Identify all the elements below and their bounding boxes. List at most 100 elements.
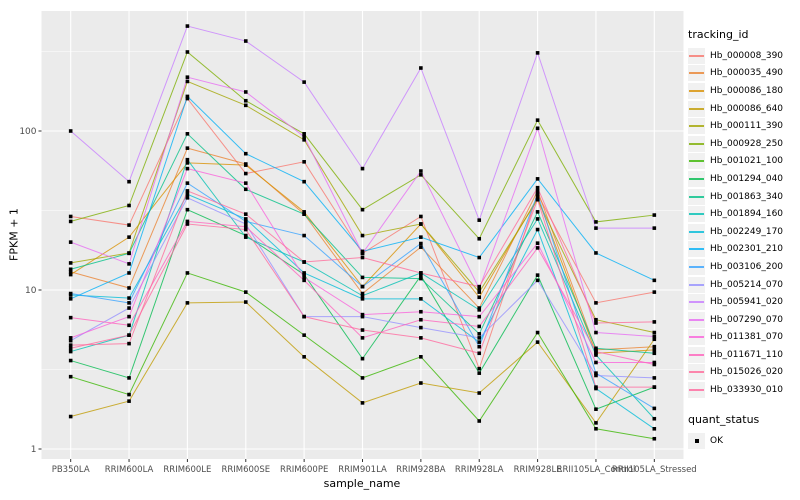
- data-point: [68, 346, 73, 351]
- x-axis: PB350LA RRIM600LA RRIM600LE RRIM600SE RRIM60…: [52, 459, 697, 475]
- data-point: [243, 151, 248, 156]
- data-point: [652, 406, 657, 411]
- data-point: [185, 189, 190, 193]
- data-point: [419, 297, 423, 301]
- data-point: [594, 226, 598, 230]
- data-point: [477, 419, 482, 423]
- data-point: [302, 179, 306, 184]
- legend-item-label: Hb_007290_070: [710, 314, 784, 325]
- data-point: [594, 407, 598, 411]
- data-point: [535, 246, 540, 250]
- data-point: [477, 351, 482, 356]
- data-point: [594, 360, 598, 365]
- data-point: [127, 333, 131, 337]
- legend-key: [688, 118, 705, 135]
- x-tick-label: RRIM928LE: [514, 465, 562, 475]
- legend-line-swatch: [689, 89, 704, 92]
- data-point: [477, 308, 482, 312]
- data-point: [127, 392, 131, 397]
- data-point: [185, 192, 190, 197]
- x-tick-label: PB350LA: [52, 465, 90, 475]
- data-point: [652, 337, 657, 342]
- data-point: [68, 219, 73, 224]
- legend-line-swatch: [689, 125, 704, 128]
- data-point: [535, 241, 540, 245]
- legend-key: [688, 100, 705, 117]
- data-point: [594, 349, 598, 354]
- data-point: [360, 293, 365, 298]
- data-point: [360, 401, 365, 405]
- legend-item: OK: [688, 432, 798, 450]
- data-point: [302, 160, 306, 164]
- legend-item-label: Hb_001021_100: [710, 156, 784, 167]
- legend-item: Hb_002249_170: [688, 223, 798, 241]
- data-point: [419, 214, 423, 219]
- data-point: [652, 330, 657, 335]
- legend-line-swatch: [689, 265, 704, 268]
- data-point: [477, 306, 482, 310]
- data-point: [594, 317, 598, 322]
- y-tick-label: 100: [19, 127, 36, 137]
- legend-item-label: Hb_000928_250: [710, 138, 784, 149]
- data-point: [594, 373, 598, 378]
- data-point: [652, 320, 657, 324]
- data-point: [360, 255, 365, 260]
- data-point: [652, 360, 657, 365]
- data-point: [185, 146, 190, 150]
- data-point: [243, 219, 248, 224]
- data-point: [68, 272, 73, 277]
- data-point: [243, 187, 248, 192]
- data-point: [68, 338, 73, 343]
- data-point: [419, 241, 423, 246]
- legend-line-swatch: [689, 318, 704, 321]
- legend-item: Hb_000086_640: [688, 100, 798, 118]
- data-point: [243, 39, 248, 43]
- data-point: [243, 90, 248, 94]
- data-point: [535, 189, 540, 193]
- legend-line-swatch: [689, 230, 704, 233]
- data-point: [360, 166, 365, 171]
- data-point: [594, 421, 598, 425]
- data-point: [477, 340, 482, 344]
- legend-item: Hb_002301_210: [688, 241, 798, 259]
- legend-item-label: Hb_000035_490: [710, 68, 784, 79]
- data-point: [419, 309, 423, 314]
- legend-item: Hb_005214_070: [688, 276, 798, 294]
- legend-key: [688, 188, 705, 205]
- legend-item-label: Hb_001863_340: [710, 191, 784, 202]
- data-point: [127, 306, 131, 310]
- data-point: [360, 314, 365, 319]
- data-point: [652, 290, 657, 294]
- data-point: [477, 295, 482, 300]
- legend-item: Hb_033930_010: [688, 381, 798, 399]
- data-point: [68, 336, 73, 340]
- legend-line-swatch: [689, 371, 704, 374]
- legend-item: Hb_001894_160: [688, 205, 798, 223]
- data-point: [477, 290, 482, 294]
- data-point: [185, 181, 190, 185]
- data-point: [594, 330, 598, 335]
- data-point: [68, 343, 73, 347]
- data-point: [68, 414, 73, 419]
- data-point: [185, 50, 190, 54]
- legend-title-quant-status: quant_status: [688, 412, 760, 426]
- data-point: [477, 284, 482, 289]
- data-point: [185, 79, 190, 84]
- legend-item-label: Hb_005941_020: [710, 297, 784, 308]
- legend-key: [688, 294, 705, 311]
- data-point: [535, 177, 540, 181]
- x-tick-label: RRII105LA_Control: [557, 465, 636, 475]
- x-tick-label: RRIM901LA: [338, 465, 387, 475]
- data-point: [243, 98, 248, 103]
- legend-item: Hb_005941_020: [688, 293, 798, 311]
- x-tick-label: RRIM928LA: [455, 465, 504, 475]
- legend-key: [688, 170, 705, 187]
- data-point: [477, 218, 482, 222]
- data-point: [652, 362, 657, 367]
- data-point: [302, 355, 306, 359]
- data-point: [477, 344, 482, 349]
- legend-item-label: Hb_000086_640: [710, 103, 784, 114]
- data-point: [68, 129, 73, 133]
- legend-item-label: OK: [710, 435, 723, 446]
